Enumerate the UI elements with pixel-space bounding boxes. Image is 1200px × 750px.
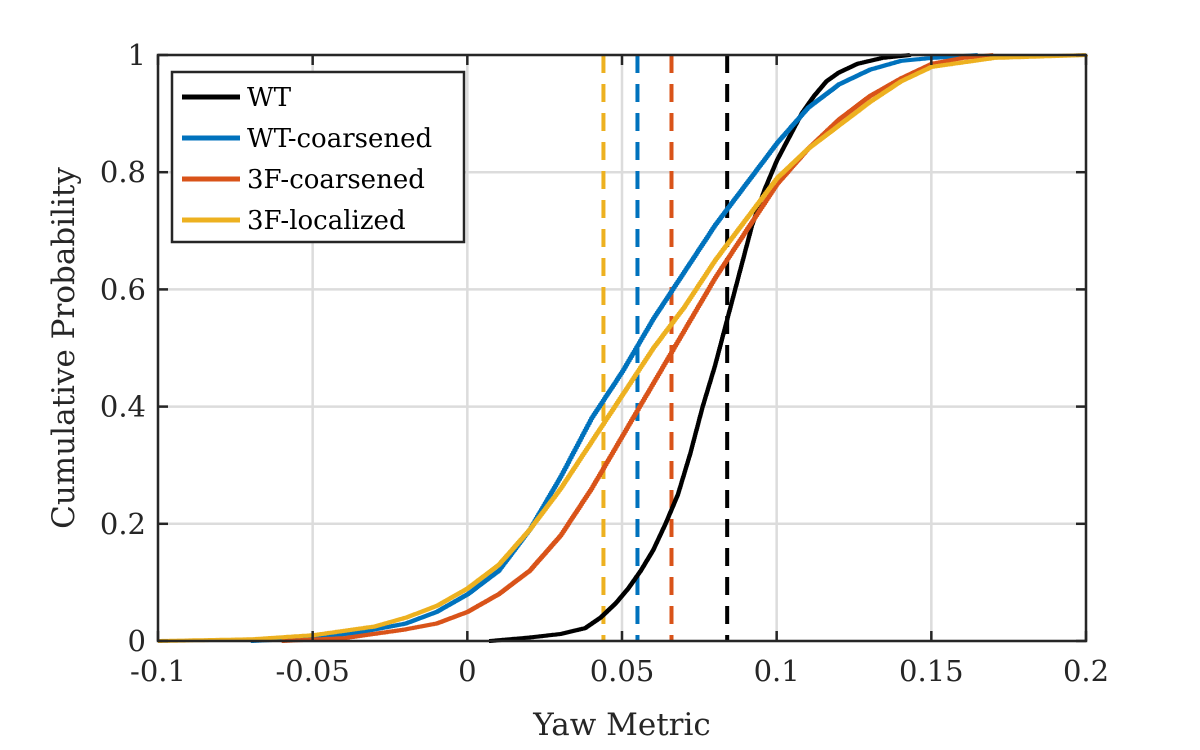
- y-tick-label-1: 0.2: [100, 507, 146, 541]
- y-tick-label-5: 1: [128, 38, 146, 72]
- legend-label-WT: WT: [247, 83, 292, 113]
- cdf-line-WT: [488, 53, 912, 643]
- legend-label-WT-coarsened: WT-coarsened: [247, 124, 432, 154]
- x-tick-label-4: 0.1: [754, 654, 800, 688]
- axis-ticks: [156, 53, 1088, 643]
- cdf-curves: [158, 53, 1088, 643]
- cdf-line-3F-coarsened: [281, 53, 996, 643]
- y-tick-label-4: 0.8: [100, 155, 146, 189]
- legend-label-3F-localized: 3F-localized: [247, 206, 406, 236]
- legend-box: [170, 70, 466, 244]
- legend: WT WT-coarsened 3F-coarsened 3F-localized: [170, 70, 466, 244]
- cdf-line-WT-coarsened: [250, 53, 980, 643]
- x-tick-label-0: -0.1: [130, 654, 186, 688]
- legend-label-3F-coarsened: 3F-coarsened: [247, 165, 425, 195]
- y-tick-labels: 0 0.2 0.4 0.6 0.8 1: [100, 38, 146, 658]
- y-tick-label-0: 0: [128, 624, 146, 658]
- x-tick-label-3: 0.05: [590, 654, 655, 688]
- y-tick-label-3: 0.6: [100, 272, 146, 306]
- y-tick-label-2: 0.4: [100, 390, 146, 424]
- x-tick-label-1: -0.05: [275, 654, 349, 688]
- x-tick-labels: -0.1 -0.05 0 0.05 0.1 0.15 0.2: [130, 654, 1109, 688]
- x-tick-label-5: 0.15: [899, 654, 964, 688]
- cdf-line-3F-localized: [158, 53, 1088, 643]
- y-axis-label: Cumulative Probability: [46, 167, 82, 529]
- x-tick-label-2: 0: [458, 654, 476, 688]
- x-axis-label: Yaw Metric: [532, 707, 711, 743]
- x-tick-label-6: 0.2: [1063, 654, 1109, 688]
